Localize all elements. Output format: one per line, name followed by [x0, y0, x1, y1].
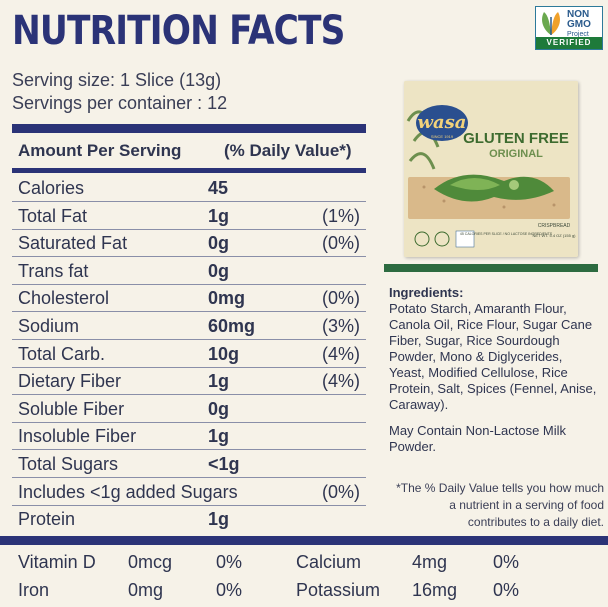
top-divider	[12, 124, 366, 133]
vitamin-dv: 0%	[216, 580, 243, 600]
vitamin-name: Vitamin D	[18, 552, 96, 572]
package-name: GLUTEN FREE	[463, 130, 569, 147]
nutrient-row: Calories 45	[12, 174, 366, 202]
nutrient-row: Dietary Fiber 1g (4%)	[12, 367, 366, 396]
badge-verified: VERIFIED	[536, 37, 602, 49]
nutrient-name: Trans fat	[18, 260, 89, 281]
vitamin-amount: 0mcg	[128, 552, 173, 572]
nutrient-name: Total Fat	[18, 205, 88, 226]
nutrient-row: Includes <1g added Sugars (0%)	[12, 478, 366, 506]
package-since: SINCE 1919	[431, 134, 454, 139]
package-brand: wasa	[418, 112, 467, 133]
nutrient-amount: 1g	[208, 205, 230, 226]
non-gmo-verified-badge: NON GMO Project VERIFIED	[535, 6, 603, 50]
nutrient-amount: <1g	[208, 454, 240, 474]
nutrient-name: Total Sugars	[18, 454, 119, 474]
package-variant: ORIGINAL	[489, 148, 543, 160]
nutrient-name: Insoluble Fiber	[18, 426, 137, 447]
butterfly-leaf-icon	[542, 12, 560, 35]
nutrient-row: Total Carb. 10g (4%)	[12, 340, 366, 368]
vitamin-amount: 4mg	[412, 552, 448, 572]
nutrient-row: Saturated Fat 0g (0%)	[12, 229, 366, 258]
nutrient-amount: 0mg	[208, 288, 246, 309]
nutrient-dv: (4%)	[322, 343, 361, 364]
serving-size: Serving size: 1 Slice (13g)	[12, 70, 222, 90]
nutrient-dv: (0%)	[322, 233, 361, 254]
nutrient-row: Trans fat 0g	[12, 257, 366, 285]
package-weight: NET WT. 5.4 OZ (155 g)	[532, 233, 576, 238]
badge-text: NON GMO Project	[567, 9, 591, 39]
green-divider	[384, 264, 598, 272]
vitamin-dv: 0%	[493, 580, 520, 600]
nutrient-row: Total Sugars <1g	[12, 450, 366, 478]
nutrient-name: Calories	[18, 178, 85, 198]
nutrient-name: Soluble Fiber	[18, 398, 125, 419]
servings-per-container: Servings per container : 12	[12, 93, 228, 113]
nutrient-dv: (1%)	[322, 205, 361, 226]
nutrient-amount: 0g	[208, 398, 230, 419]
nutrient-amount: 45	[208, 178, 229, 198]
nutrient-name: Includes <1g added Sugars	[18, 481, 238, 502]
package-claims: 45 CALORIES PER SLICE / NO LACTOSE INGRE…	[460, 232, 553, 236]
nutrient-row: Soluble Fiber 0g	[12, 395, 366, 423]
ingredients-block: Ingredients: Potato Starch, Amaranth Flo…	[389, 285, 599, 455]
header-divider	[12, 168, 366, 173]
nutrient-dv: (0%)	[322, 288, 361, 309]
daily-value-footnote: *The % Daily Value tells you how much a …	[396, 481, 604, 529]
nutrient-amount: 0g	[208, 233, 230, 254]
nutrient-row: Insoluble Fiber 1g	[12, 422, 366, 451]
nutrient-amount: 10g	[208, 343, 240, 364]
nutrient-name: Saturated Fat	[18, 233, 128, 254]
nutrient-row: Sodium 60mg (3%)	[12, 312, 366, 340]
nutrient-name: Total Carb.	[18, 343, 106, 364]
allergen-text: May Contain Non-Lactose Milk Powder.	[389, 423, 567, 454]
nutrient-dv: (0%)	[322, 481, 361, 502]
nutrient-row: Cholesterol 0mg (0%)	[12, 284, 366, 313]
nutrient-name: Dietary Fiber	[18, 371, 122, 392]
nutrient-amount: 1g	[208, 509, 230, 530]
vitamin-name: Potassium	[296, 580, 381, 600]
nutrient-name: Sodium	[18, 316, 80, 336]
nutrient-name: Cholesterol	[18, 288, 110, 309]
page-title: NUTRITION FACTS	[12, 8, 345, 54]
nutrient-amount: 60mg	[208, 316, 256, 336]
serving-info: Serving size: 1 Slice (13g) Servings per…	[12, 69, 227, 115]
nutrient-row: Protein 1g	[12, 505, 366, 532]
dv-header: (% Daily Value*)	[224, 141, 352, 160]
nutrient-dv: (4%)	[322, 371, 361, 392]
vitamin-dv: 0%	[493, 552, 520, 572]
package-type: CRISPBREAD	[538, 223, 571, 229]
package-illustration: wasa SINCE 1919 GLUTEN FREE ORIGINAL 45 …	[404, 81, 578, 257]
bottom-divider	[0, 536, 608, 545]
nutrient-name: Protein	[18, 509, 76, 530]
vitamin-name: Calcium	[296, 552, 362, 572]
product-package-image: wasa SINCE 1919 GLUTEN FREE ORIGINAL 45 …	[404, 81, 578, 257]
nutrient-amount: 1g	[208, 371, 230, 392]
nutrient-amount: 0g	[208, 260, 230, 281]
vitamin-amount: 0mg	[128, 580, 164, 600]
vitamin-name: Iron	[18, 580, 50, 600]
vitamin-dv: 0%	[216, 552, 243, 572]
nutrient-dv: (3%)	[322, 316, 361, 336]
ingredients-text: Potato Starch, Amaranth Flour, Canola Oi…	[389, 301, 597, 412]
vitamin-amount: 16mg	[412, 580, 458, 600]
ingredients-heading: Ingredients:	[389, 285, 464, 300]
nutrient-amount: 1g	[208, 426, 230, 447]
amount-header: Amount Per Serving	[18, 141, 182, 160]
nutrient-row: Total Fat 1g (1%)	[12, 202, 366, 230]
